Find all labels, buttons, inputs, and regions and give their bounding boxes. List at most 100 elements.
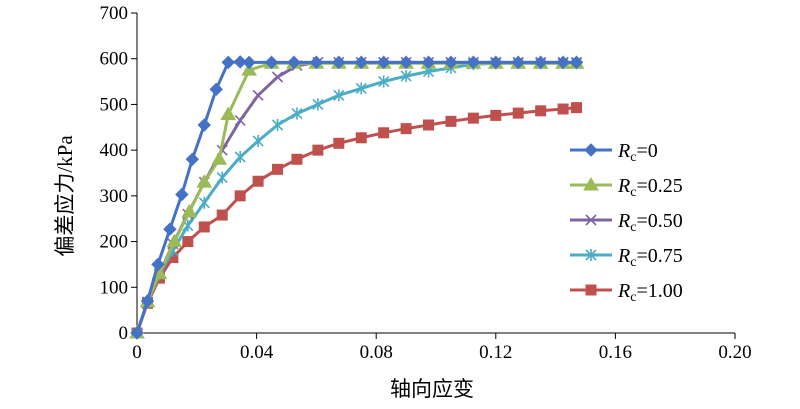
legend-marker xyxy=(585,249,597,261)
data-point xyxy=(196,174,213,188)
legend-sub: c xyxy=(630,290,636,305)
data-point xyxy=(211,151,228,165)
series-line xyxy=(135,61,577,334)
data-point xyxy=(571,102,583,114)
data-point xyxy=(272,163,284,175)
legend-entry-4: Rc=1.00 xyxy=(570,280,683,305)
data-point xyxy=(175,187,189,202)
x-tick-label: 0.12 xyxy=(479,342,512,363)
legend-var: R xyxy=(617,280,630,302)
legend-marker xyxy=(584,143,598,157)
data-point xyxy=(216,171,228,184)
data-point xyxy=(271,119,284,131)
legend-label: Rc=0 xyxy=(617,140,658,165)
data-point xyxy=(400,123,412,135)
legend-label: Rc=0.25 xyxy=(617,175,683,200)
data-point xyxy=(291,153,303,165)
data-point xyxy=(130,326,144,340)
legend-sub: c xyxy=(630,150,636,165)
marker-stroke xyxy=(234,114,246,126)
x-tick-label: 0.20 xyxy=(718,342,751,363)
data-point xyxy=(466,55,481,70)
data-point xyxy=(166,233,183,248)
data-point xyxy=(512,107,524,119)
data-point xyxy=(264,55,279,70)
legend-value: =0.50 xyxy=(636,210,682,232)
x-tick-label: 0.04 xyxy=(240,342,274,363)
legend-var: R xyxy=(617,210,630,232)
data-point xyxy=(209,82,223,97)
data-point xyxy=(355,82,367,95)
data-point xyxy=(535,105,547,117)
legend-value: =1.00 xyxy=(636,280,682,302)
data-point xyxy=(444,55,458,70)
x-tick-label: 0.08 xyxy=(360,342,393,363)
series-0 xyxy=(130,55,584,340)
data-point xyxy=(234,114,246,126)
data-point xyxy=(198,221,210,233)
y-axis-title: 偏差应力/kPa xyxy=(53,135,77,257)
chart-series-layer xyxy=(129,55,585,340)
data-point xyxy=(198,196,210,209)
data-point xyxy=(271,71,284,83)
data-point xyxy=(378,75,390,88)
y-tick-label: 700 xyxy=(100,3,129,24)
y-tick-label: 100 xyxy=(100,277,129,298)
marker-stroke xyxy=(252,89,264,101)
data-point xyxy=(489,55,503,70)
data-point xyxy=(511,55,525,70)
data-point xyxy=(490,109,502,121)
data-point xyxy=(287,55,301,70)
data-point xyxy=(185,152,200,166)
legend-value: =0.75 xyxy=(636,245,682,267)
data-point xyxy=(291,107,303,120)
data-point xyxy=(333,89,345,102)
y-tick-label: 0 xyxy=(119,323,129,344)
data-point xyxy=(182,236,194,248)
data-point xyxy=(355,132,367,144)
data-point xyxy=(234,151,246,163)
legend-sub: c xyxy=(630,220,636,235)
data-point xyxy=(467,112,479,124)
data-point xyxy=(151,257,165,272)
legend-var: R xyxy=(617,245,630,267)
data-point xyxy=(241,62,257,76)
series-1 xyxy=(129,55,585,339)
marker-stroke xyxy=(585,214,597,226)
legend-sub: c xyxy=(630,185,636,200)
legend-label: Rc=1.00 xyxy=(617,280,683,305)
x-tick-label: 0 xyxy=(132,342,142,363)
legend-marker xyxy=(583,177,599,191)
series-line xyxy=(135,60,577,334)
data-point xyxy=(221,55,235,70)
data-point xyxy=(557,103,569,115)
data-point xyxy=(400,70,412,83)
series-line xyxy=(135,60,577,334)
y-tick-label: 200 xyxy=(100,232,129,253)
y-tick-label: 300 xyxy=(100,186,129,207)
legend-sub: c xyxy=(630,255,636,270)
series-line xyxy=(135,61,577,334)
data-point xyxy=(333,137,345,149)
legend-var: R xyxy=(617,140,630,162)
data-point xyxy=(423,119,435,131)
marker-stroke xyxy=(271,71,284,83)
legend-var: R xyxy=(617,175,630,197)
data-point xyxy=(556,55,570,70)
data-point xyxy=(140,294,155,308)
data-point xyxy=(354,55,368,70)
data-point xyxy=(242,55,256,70)
data-point xyxy=(376,55,391,70)
data-point xyxy=(312,144,324,156)
data-point xyxy=(421,55,436,70)
data-point xyxy=(569,55,584,70)
data-point xyxy=(216,209,228,221)
data-point xyxy=(233,55,247,69)
chart-axes: 0 100 200 300 400 500 600 700 0 0.04 0.08 0.12 0.16 0… xyxy=(100,3,752,363)
y-tick-label: 400 xyxy=(100,140,129,161)
data-point xyxy=(234,190,246,202)
data-point xyxy=(252,89,264,101)
data-point xyxy=(445,115,457,127)
x-tick-label: 0.16 xyxy=(599,342,632,363)
